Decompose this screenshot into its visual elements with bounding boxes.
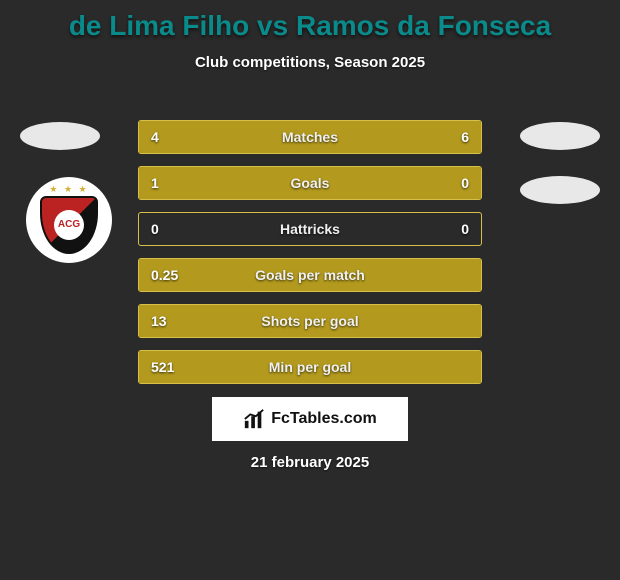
row-value-left: 0 bbox=[151, 221, 159, 237]
title-left: de Lima Filho bbox=[69, 10, 249, 41]
comparison-rows: 4 Matches 6 1 Goals 0 0 Hattricks 0 0.25 Goals per… bbox=[138, 120, 482, 396]
badge-shield bbox=[40, 196, 98, 254]
row-value-left: 0.25 bbox=[151, 267, 178, 283]
row-fill-left bbox=[139, 121, 276, 153]
club-badge: ★ ★ ★ bbox=[26, 177, 112, 263]
comparison-row: 0.25 Goals per match bbox=[138, 258, 482, 292]
row-value-right: 0 bbox=[461, 221, 469, 237]
row-value-right: 0 bbox=[461, 175, 469, 191]
badge-stars: ★ ★ ★ bbox=[37, 184, 101, 195]
row-label: Shots per goal bbox=[261, 313, 358, 329]
player-left-oval bbox=[20, 122, 100, 150]
row-value-left: 4 bbox=[151, 129, 159, 145]
comparison-row: 4 Matches 6 bbox=[138, 120, 482, 154]
brand-box: FcTables.com bbox=[212, 397, 408, 441]
row-fill-left bbox=[139, 167, 399, 199]
title-right: Ramos da Fonseca bbox=[296, 10, 551, 41]
footer-date: 21 february 2025 bbox=[251, 454, 369, 471]
page-title: de Lima Filho vs Ramos da Fonseca bbox=[0, 0, 620, 42]
bar-chart-icon bbox=[243, 408, 265, 430]
row-label: Goals bbox=[291, 175, 330, 191]
comparison-row: 0 Hattricks 0 bbox=[138, 212, 482, 246]
comparison-row: 521 Min per goal bbox=[138, 350, 482, 384]
subtitle: Club competitions, Season 2025 bbox=[0, 54, 620, 71]
row-value-left: 13 bbox=[151, 313, 167, 329]
brand-text: FcTables.com bbox=[271, 410, 377, 428]
title-vs: vs bbox=[249, 10, 296, 41]
player-right-oval-1 bbox=[520, 122, 600, 150]
row-value-left: 1 bbox=[151, 175, 159, 191]
row-value-left: 521 bbox=[151, 359, 174, 375]
row-label: Min per goal bbox=[269, 359, 351, 375]
row-label: Matches bbox=[282, 129, 338, 145]
row-label: Hattricks bbox=[280, 221, 340, 237]
player-right-oval-2 bbox=[520, 176, 600, 204]
comparison-row: 13 Shots per goal bbox=[138, 304, 482, 338]
row-value-right: 6 bbox=[461, 129, 469, 145]
comparison-row: 1 Goals 0 bbox=[138, 166, 482, 200]
row-label: Goals per match bbox=[255, 267, 365, 283]
